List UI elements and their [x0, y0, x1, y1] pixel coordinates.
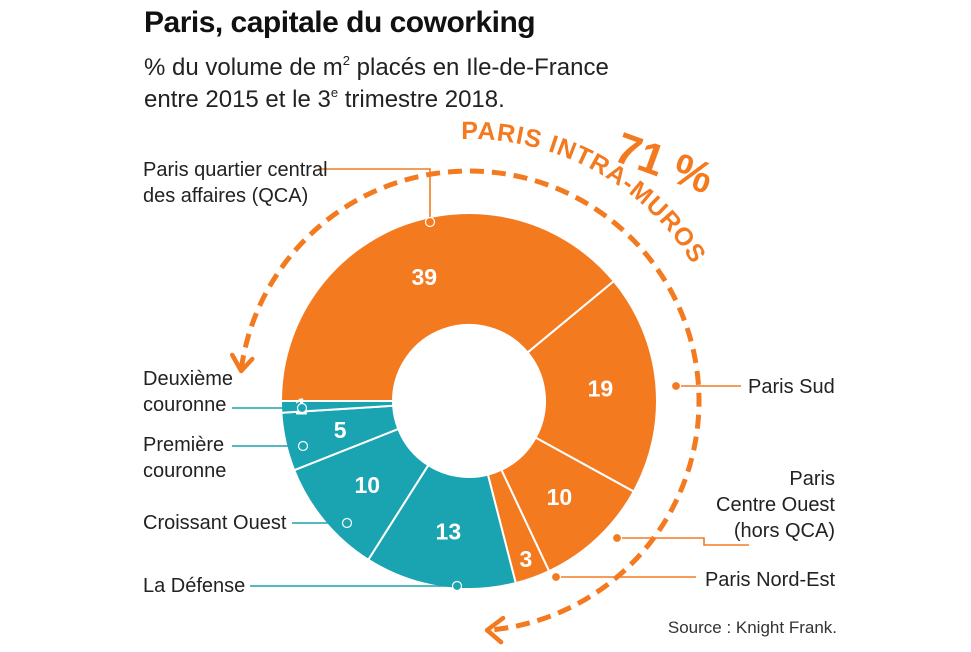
donut-slice	[366, 463, 517, 590]
slice-value-label: 10	[354, 472, 380, 498]
subtitle-line2-end: trimestre 2018.	[338, 86, 505, 113]
label-line: La Défense	[143, 575, 245, 597]
leader-dot	[296, 402, 308, 414]
label-line: couronne	[143, 460, 226, 482]
intra-muros-arc	[238, 168, 702, 633]
slice-category-label: Paris Centre Ouest (hors QCA)	[716, 468, 835, 542]
slice-category-label: Première couronne	[143, 434, 226, 482]
slice-value-label: 10	[547, 484, 573, 510]
label-line: Paris	[789, 468, 835, 490]
label-line: Première	[143, 434, 224, 456]
slice-value-label: 39	[411, 264, 437, 290]
slice-category-label: Paris Sud	[748, 376, 835, 398]
source-note: Source : Knight Frank.	[667, 618, 837, 637]
subtitle-line2: entre 2015 et le 3	[144, 86, 331, 113]
subtitle-line1-end: placés en Ile-de-France	[350, 54, 609, 81]
leader-dot	[451, 580, 463, 592]
slice-value-label: 19	[588, 376, 614, 402]
leader-dot	[341, 517, 353, 529]
leader-dot	[670, 380, 682, 392]
slice-value-label: 3	[520, 546, 533, 572]
label-line: Croissant Ouest	[143, 512, 287, 534]
leader-dot	[424, 216, 436, 228]
slice-category-label: Croissant Ouest	[143, 512, 287, 534]
label-line: Paris Sud	[748, 376, 835, 398]
slice-value-label: 5	[334, 417, 347, 443]
donut-slice	[279, 400, 395, 414]
subtitle-line1: % du volume de m	[144, 54, 343, 81]
label-line: Paris Nord-Est	[705, 569, 835, 591]
label-line: couronne	[143, 394, 226, 416]
chart-subtitle: % du volume de m2 placés en Ile-de-Franc…	[144, 52, 609, 116]
arrowhead-left	[229, 352, 255, 374]
label-line: (hors QCA)	[734, 520, 835, 542]
label-line: Deuxième	[143, 368, 233, 390]
slice-category-label: Deuxième couronne	[143, 368, 233, 416]
donut-slice	[526, 279, 658, 493]
chart-title: Paris, capitale du coworking	[144, 6, 536, 39]
subtitle-sup1: 2	[342, 53, 350, 68]
subtitle-sup2: e	[330, 85, 339, 100]
label-line: Paris quartier central	[143, 159, 328, 181]
arrowhead-right	[484, 615, 506, 645]
slice-category-label: Paris Nord-Est	[705, 569, 835, 591]
leader-line	[617, 537, 749, 546]
label-line: des affaires (QCA)	[143, 185, 308, 207]
leader-dot	[297, 440, 309, 452]
leader-dot	[611, 532, 623, 544]
slice-category-label: Paris quartier central des affaires (QCA)	[143, 159, 328, 207]
leader-line	[318, 168, 431, 222]
slice-value-label: 13	[436, 518, 462, 544]
donut-slice	[279, 212, 616, 402]
slice-category-label: La Défense	[143, 575, 245, 597]
label-line: Centre Ouest	[716, 494, 835, 516]
leader-dot	[550, 571, 562, 583]
